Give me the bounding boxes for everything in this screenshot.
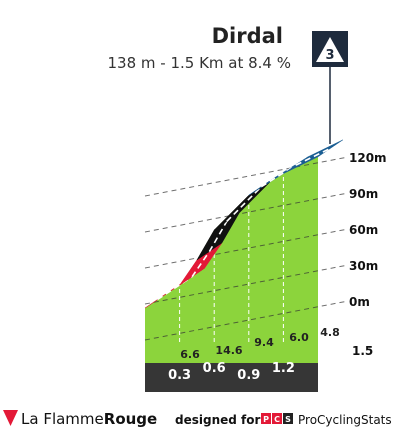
grid-line — [144, 300, 349, 341]
grid-line — [144, 156, 349, 197]
brand-light: La Flamme — [21, 410, 104, 428]
x-tick-label: 0.9 — [237, 368, 260, 383]
climb-subtitle: 138 m - 1.5 Km at 8.4 % — [107, 54, 291, 72]
profile-front-face — [145, 156, 318, 343]
pcs-link[interactable]: ProCyclingStats — [298, 413, 392, 427]
x-tick-label: 0.3 — [168, 368, 191, 383]
grid-lines — [144, 156, 349, 343]
y-tick-label: 60m — [349, 223, 378, 237]
gradient-label: 4.8 — [320, 326, 340, 339]
distance-band: 1.5 — [145, 343, 373, 392]
flamme-rouge-brand: La FlammeRouge — [21, 410, 157, 428]
svg-text:S: S — [285, 415, 291, 424]
road-centre-line — [191, 251, 211, 278]
x-total-label: 1.5 — [352, 344, 373, 358]
gradient-label: 6.6 — [180, 348, 200, 361]
gradient-label: 6.0 — [289, 331, 309, 344]
road-centre-line — [226, 186, 262, 223]
road-centre-line — [208, 221, 228, 252]
x-tick-label: 0.6 — [203, 361, 226, 376]
category-triangle-icon — [316, 37, 344, 62]
brand-bold: Rouge — [104, 410, 157, 428]
category-number: 3 — [325, 48, 334, 63]
designed-for-label: designed for — [175, 413, 260, 427]
x-axis-ticks: 0.3 0.6 0.9 1.2 — [168, 361, 295, 383]
road-segment — [283, 139, 344, 174]
grid-line — [144, 228, 349, 269]
gradient-label: 9.4 — [254, 336, 274, 349]
pcs-logo-icon: P C S — [261, 413, 293, 424]
gradient-labels: 6.6 14.6 9.4 6.0 4.8 — [180, 326, 340, 361]
road-line — [144, 139, 344, 309]
y-tick-label: 120m — [349, 151, 387, 165]
svg-text:C: C — [274, 415, 280, 424]
x-tick-label: 1.2 — [272, 361, 295, 376]
svg-text:P: P — [263, 415, 269, 424]
grid-line — [144, 264, 349, 305]
footer: La FlammeRouge designed for P C S ProCyc… — [3, 410, 392, 428]
climb-title: Dirdal — [212, 24, 283, 48]
gradient-strip — [145, 343, 318, 363]
category-marker: 3 — [312, 31, 348, 144]
gradient-label: 14.6 — [215, 344, 242, 357]
y-tick-label: 0m — [349, 295, 370, 309]
road-centre-line — [260, 164, 297, 188]
y-tick-label: 90m — [349, 187, 378, 201]
road-centre-line — [295, 147, 331, 166]
profile-fill — [145, 156, 318, 343]
y-axis-ticks: 120m 90m 60m 30m 0m — [349, 151, 387, 309]
flamme-rouge-logo-icon — [3, 410, 18, 426]
y-tick-label: 30m — [349, 259, 378, 273]
grid-line — [144, 192, 349, 233]
